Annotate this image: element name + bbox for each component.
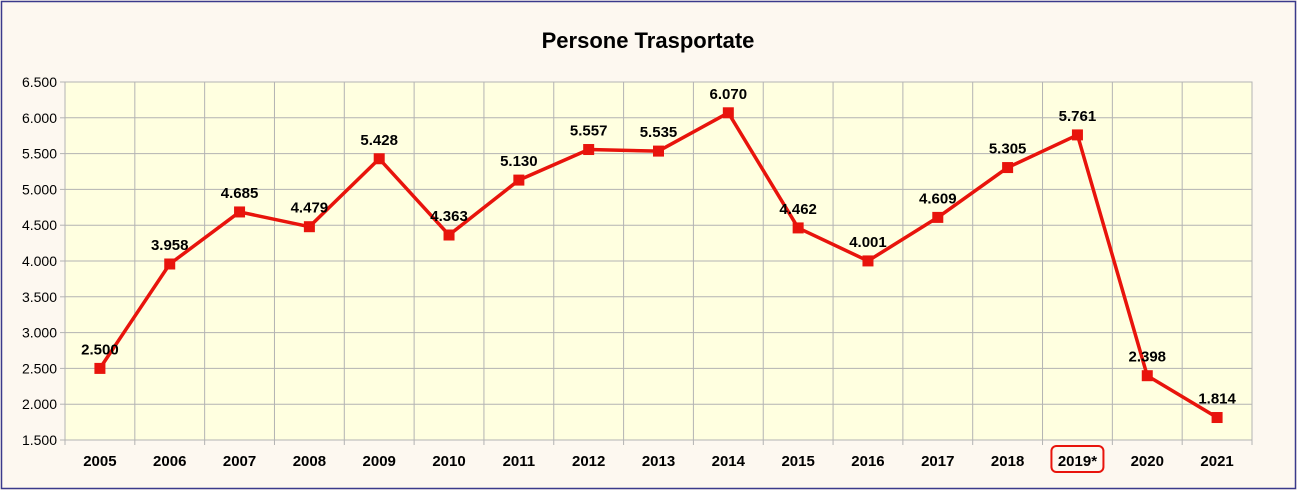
data-label: 4.363	[430, 208, 468, 225]
x-tick-label: 2008	[293, 453, 326, 470]
data-point	[932, 211, 944, 223]
data-point	[94, 362, 106, 374]
data-label: 5.761	[1059, 108, 1097, 125]
x-tick-label: 2012	[572, 453, 605, 470]
data-point	[722, 107, 734, 119]
data-label: 4.479	[291, 200, 329, 217]
x-tick-label: 2015	[781, 453, 814, 470]
data-label: 5.535	[640, 124, 678, 141]
x-tick-label: 2021	[1200, 453, 1233, 470]
highlight-box	[1050, 445, 1105, 473]
x-tick-label: 2005	[83, 453, 116, 470]
data-label: 4.462	[779, 201, 817, 218]
data-point	[1002, 162, 1014, 174]
data-point	[862, 255, 874, 267]
data-point	[1071, 129, 1083, 141]
data-label: 2.500	[81, 341, 119, 358]
y-tick-label: 4.500	[22, 217, 57, 233]
x-tick-label: 2020	[1131, 453, 1164, 470]
x-tick-label: 2013	[642, 453, 675, 470]
data-label: 4.609	[919, 190, 957, 207]
y-tick-label: 6.500	[22, 74, 57, 90]
x-axis: 2005 2006 2007 2008 2009 2010 2011 2012 2013 2014…	[64, 440, 1253, 473]
data-label: 1.814	[1198, 391, 1236, 408]
y-tick-label: 3.000	[22, 325, 57, 341]
y-tick-label: 6.000	[22, 110, 57, 126]
y-tick-label: 2.000	[22, 396, 57, 412]
data-point	[373, 153, 385, 165]
data-label: 2.398	[1128, 349, 1166, 366]
x-tick-label: 2018	[991, 453, 1024, 470]
series-persone-trasportate	[94, 107, 1223, 424]
data-point	[1141, 370, 1153, 382]
data-point	[443, 229, 455, 241]
x-tick-label: 2006	[153, 453, 186, 470]
data-point	[164, 258, 176, 270]
data-point	[653, 145, 664, 157]
chart-title: Persone Trasportate	[542, 28, 755, 53]
data-point	[234, 206, 246, 218]
y-tick-label: 1.500	[22, 432, 57, 448]
data-label: 5.557	[570, 123, 608, 140]
data-label: 4.001	[849, 234, 887, 251]
data-label: 5.130	[500, 153, 538, 170]
data-label: 6.070	[710, 86, 748, 103]
y-tick-label: 5.000	[22, 181, 57, 197]
data-label: 4.685	[221, 185, 259, 202]
data-point	[1211, 412, 1223, 424]
data-label: 5.428	[360, 132, 398, 149]
data-point	[513, 174, 525, 186]
data-point	[792, 222, 804, 234]
x-tick-label: 2017	[921, 453, 954, 470]
x-tick-label: 2011	[503, 453, 536, 470]
x-tick-label: 2016	[851, 453, 884, 470]
data-labels: 2.500 3.958 4.685 4.479 5.428 4.363 5.130 5.557…	[81, 86, 1236, 408]
y-tick-label: 4.000	[22, 253, 57, 269]
grid	[64, 81, 1253, 441]
y-tick-label: 2.500	[22, 360, 57, 376]
data-label: 5.305	[989, 141, 1027, 158]
data-point	[303, 221, 315, 233]
x-tick-label: 2009	[363, 453, 396, 470]
y-tick-label: 3.500	[22, 289, 57, 305]
x-tick-label: 2014	[712, 453, 746, 470]
data-point	[583, 144, 595, 156]
y-axis: 1.500 2.000 2.500 3.000 3.500 4.000 4.500 5.000…	[22, 74, 65, 448]
x-tick-label: 2019*	[1058, 453, 1097, 470]
x-tick-label: 2007	[223, 453, 256, 470]
x-tick-label: 2010	[432, 453, 465, 470]
data-label: 3.958	[151, 237, 189, 254]
y-tick-label: 5.500	[22, 146, 57, 162]
